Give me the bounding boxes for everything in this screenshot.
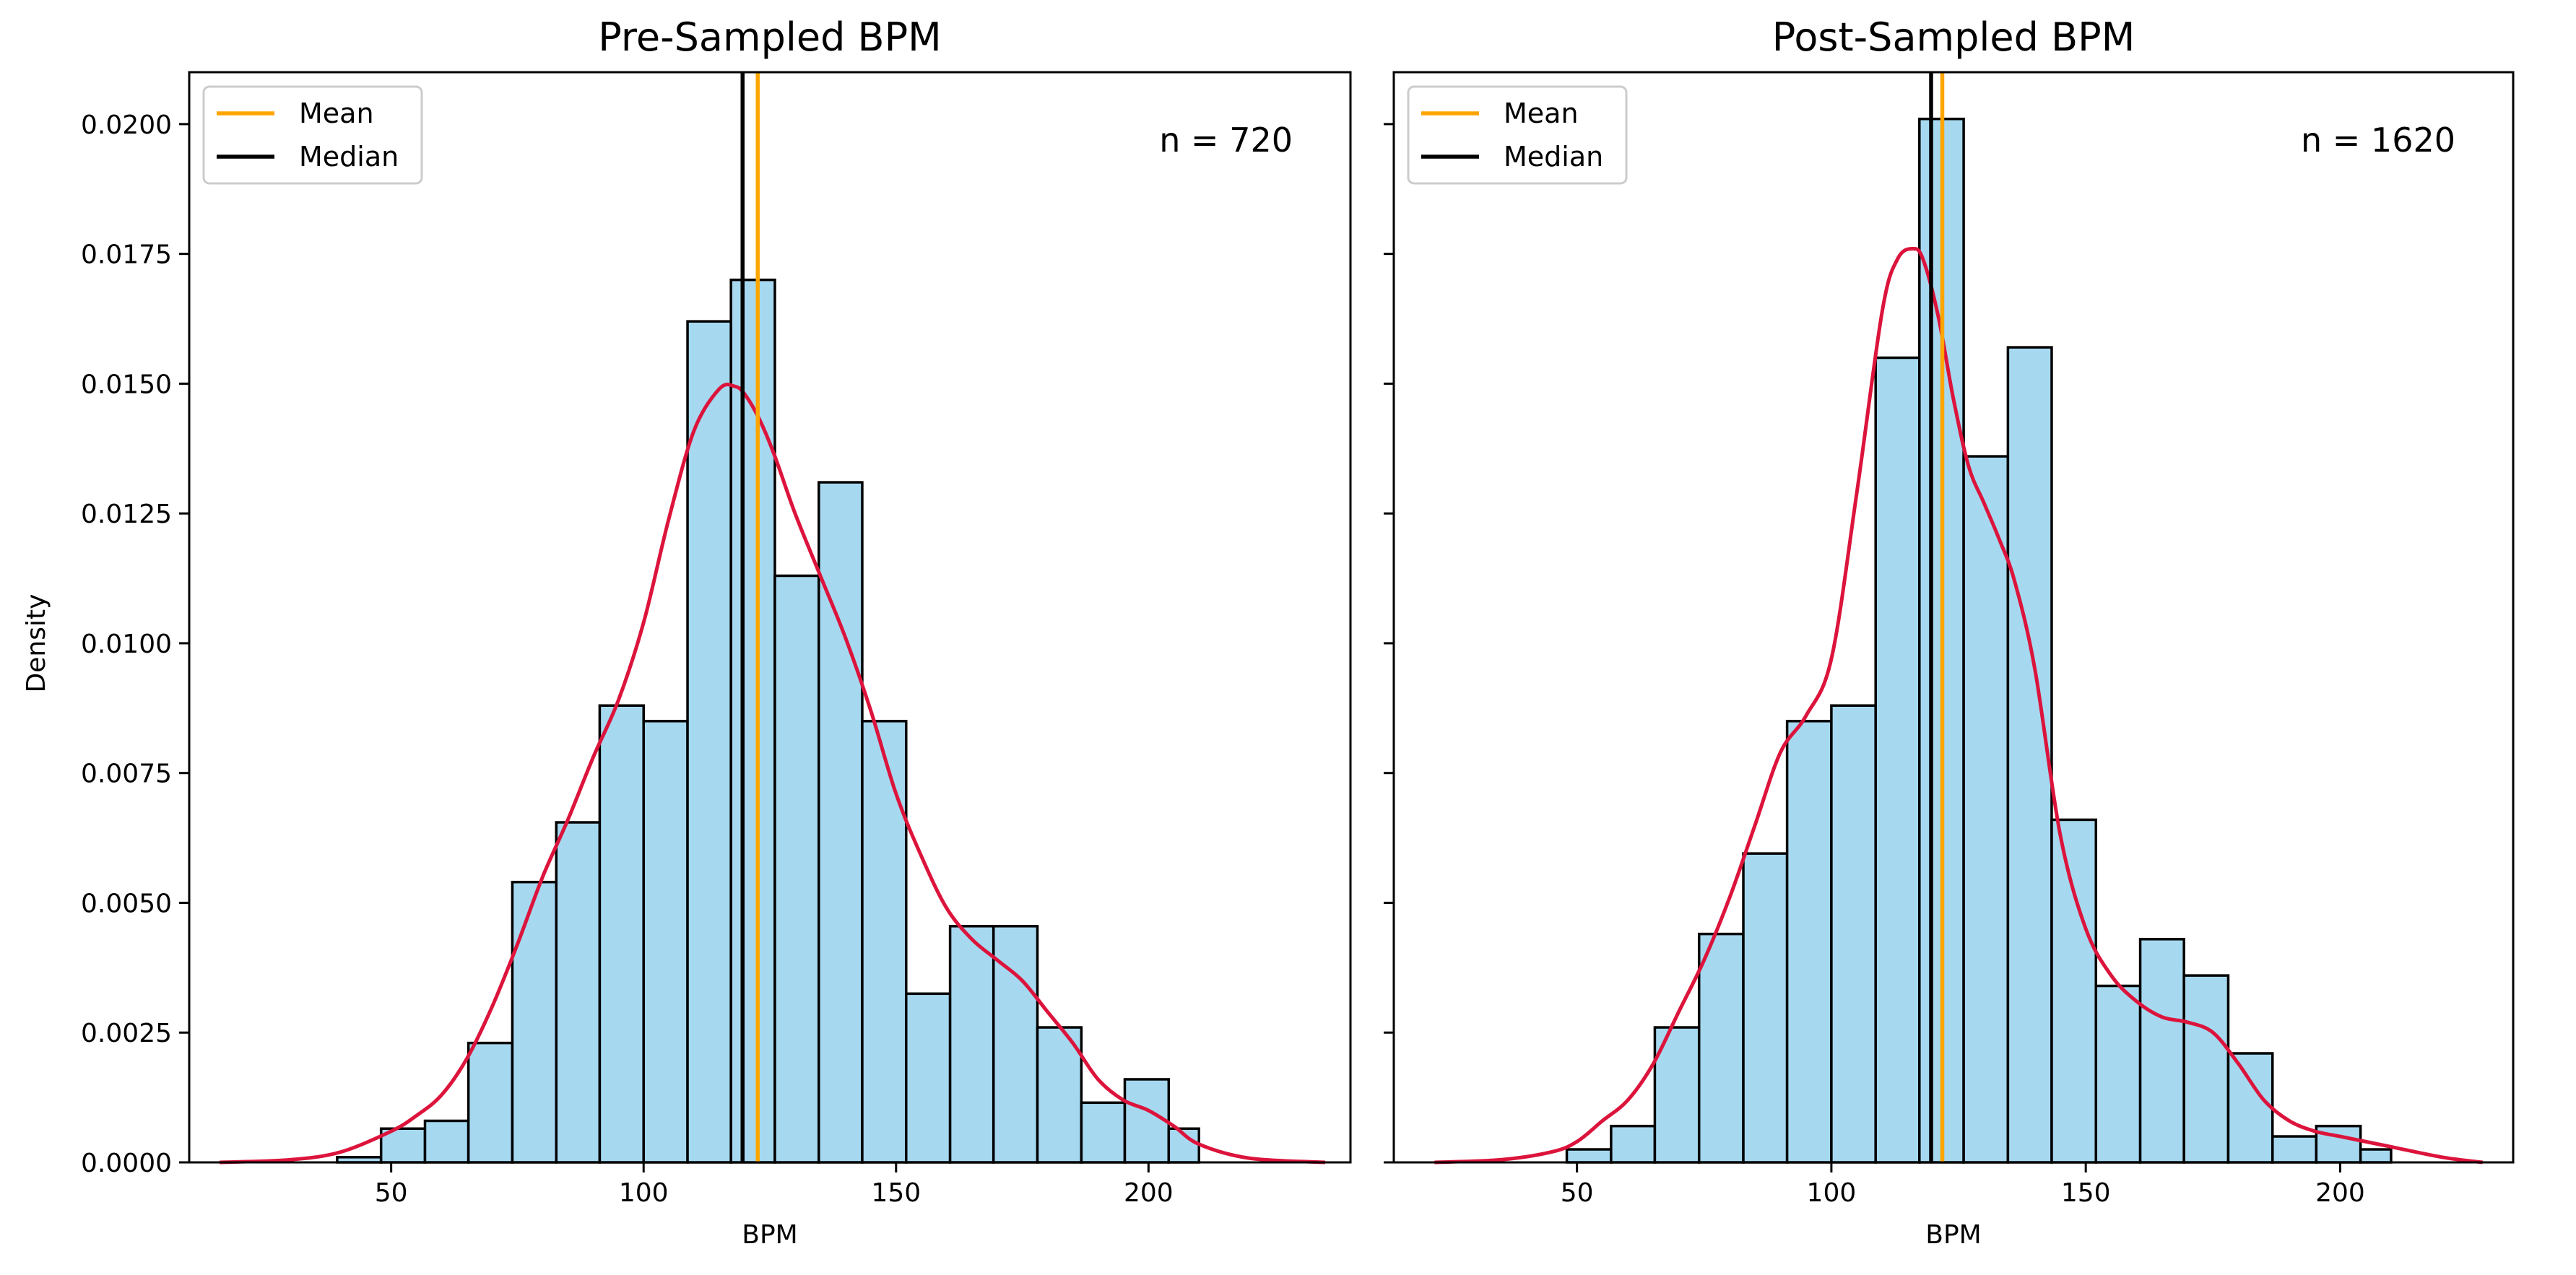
histogram-bar[interactable] — [686, 320, 732, 1164]
legend: Mean Median — [202, 85, 423, 185]
histogram-bar[interactable] — [2006, 346, 2053, 1164]
kde-curve[interactable] — [219, 383, 1326, 1165]
y-tick-label: 0.0075 — [81, 760, 172, 789]
chart-title: Post-Sampled BPM — [1772, 14, 2135, 60]
y-tick-label: 0.0050 — [81, 889, 172, 918]
x-tick-label: 200 — [2315, 1178, 2365, 1208]
y-tick-label: 0.0200 — [81, 110, 172, 140]
histogram-bar[interactable] — [1742, 852, 1789, 1164]
y-axis-label: Density — [22, 594, 51, 693]
histogram-bar[interactable] — [2359, 1148, 2393, 1164]
chart-title: Pre-Sampled BPM — [598, 14, 941, 60]
legend-label: Mean — [1504, 97, 1579, 129]
histogram-bar[interactable] — [2182, 974, 2230, 1164]
histogram-bar[interactable] — [773, 574, 820, 1164]
histogram-bar[interactable] — [2138, 938, 2185, 1164]
y-axis-ticks — [1384, 123, 1394, 1164]
histogram-bar[interactable] — [1080, 1101, 1127, 1164]
x-tick-label: 150 — [871, 1178, 921, 1208]
x-tick-label: 200 — [1124, 1178, 1174, 1208]
x-axis-ticks: 50 100 150 200 — [375, 1162, 1174, 1208]
x-tick-label: 100 — [1807, 1178, 1857, 1208]
x-tick-label: 150 — [2061, 1178, 2111, 1208]
sample-size-annotation: n = 720 — [1159, 121, 1293, 160]
chart-panel-2: 50 100 150 200 Post-Sampled BPM BPM n = 1620 Me… — [1384, 14, 2515, 1250]
axes-frame — [188, 71, 1352, 1164]
y-axis-ticks: 0.0000 0.0025 0.0050 0.0075 0.0100 0.0125 0.01… — [81, 110, 189, 1178]
histogram-bar[interactable] — [861, 720, 908, 1164]
histogram-bar[interactable] — [2226, 1052, 2274, 1164]
legend-box — [1407, 85, 1628, 185]
sample-size-annotation: n = 1620 — [2301, 121, 2455, 160]
y-tick-label: 0.0100 — [81, 630, 172, 659]
histogram-bar[interactable] — [729, 278, 776, 1164]
histogram-bar[interactable] — [642, 720, 689, 1164]
histogram-bar[interactable] — [1830, 704, 1877, 1164]
x-tick-label: 100 — [619, 1178, 669, 1208]
y-tick-label: 0.0175 — [81, 240, 172, 270]
legend-label: Mean — [299, 97, 374, 129]
histogram-bar[interactable] — [2094, 984, 2142, 1164]
histogram-bar[interactable] — [598, 704, 645, 1164]
x-tick-label: 50 — [1561, 1178, 1594, 1208]
legend-label: Median — [1504, 141, 1603, 173]
y-tick-label: 0.0000 — [81, 1149, 172, 1178]
histogram-bar[interactable] — [1785, 720, 1833, 1164]
histogram-bar[interactable] — [555, 821, 602, 1164]
axes-frame — [1392, 71, 2515, 1164]
legend-box — [202, 85, 423, 185]
kde-curve[interactable] — [1434, 246, 2484, 1165]
histogram-bar[interactable] — [1874, 356, 1921, 1164]
x-axis-label: BPM — [1925, 1220, 1981, 1250]
histogram-bar[interactable] — [1610, 1124, 1657, 1164]
legend-label: Median — [299, 141, 399, 173]
chart-panel-1: 50 100 150 200 0.0000 0.0025 0.0050 0.0075 0.010… — [81, 14, 1352, 1250]
legend: Mean Median — [1407, 85, 1628, 185]
x-axis-label: BPM — [742, 1220, 797, 1250]
histogram-bar[interactable] — [2271, 1135, 2318, 1164]
histogram-bar[interactable] — [1123, 1078, 1171, 1164]
histogram-bar[interactable] — [905, 992, 952, 1164]
y-tick-label: 0.0150 — [81, 370, 172, 399]
histogram-bars — [336, 278, 1201, 1164]
x-axis-ticks: 50 100 150 200 — [1561, 1162, 2365, 1208]
x-tick-label: 50 — [375, 1178, 408, 1208]
histogram-bar[interactable] — [1962, 455, 2010, 1164]
histogram-bar[interactable] — [511, 880, 558, 1164]
y-tick-label: 0.0025 — [81, 1019, 172, 1048]
histogram-bar[interactable] — [423, 1119, 470, 1164]
y-tick-label: 0.0125 — [81, 500, 172, 529]
histogram-bar[interactable] — [1697, 932, 1745, 1164]
histogram-bar[interactable] — [948, 925, 995, 1164]
histogram-bar[interactable] — [1036, 1026, 1083, 1164]
histogram-bar[interactable] — [1565, 1148, 1613, 1164]
histogram-bar[interactable] — [467, 1041, 514, 1164]
histogram-bar[interactable] — [2050, 818, 2098, 1164]
